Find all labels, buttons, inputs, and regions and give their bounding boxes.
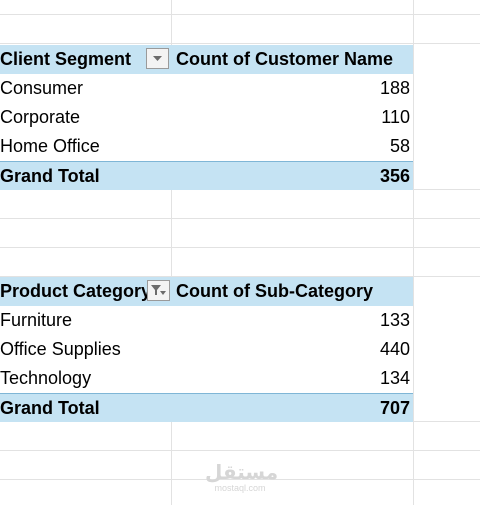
value-cell[interactable]: 188 xyxy=(379,78,410,98)
value-field-header[interactable]: Count of Customer Name xyxy=(176,49,394,69)
row-gridline xyxy=(0,450,480,451)
column-gridline xyxy=(171,0,172,505)
pivot-header-row: Product Category Count of Sub-Category xyxy=(0,277,413,306)
grand-total-row[interactable]: Grand Total 356 xyxy=(0,161,413,190)
row-label-header[interactable]: Client Segment xyxy=(0,49,132,69)
pivot-data-row[interactable]: Corporate 110 xyxy=(0,103,413,132)
row-label-header[interactable]: Product Category xyxy=(0,281,148,301)
pivot-data-row[interactable]: Home Office 58 xyxy=(0,132,413,161)
row-gridline xyxy=(0,247,480,248)
row-gridline xyxy=(0,276,480,277)
watermark-arabic-text: مستقل xyxy=(205,462,279,484)
row-label-filter-button[interactable] xyxy=(147,280,170,301)
pivot-data-row[interactable]: Office Supplies 440 xyxy=(0,335,413,364)
watermark-logo: مستقل mostaql.com xyxy=(205,462,279,493)
column-gridline xyxy=(413,0,414,505)
row-label-cell[interactable]: Consumer xyxy=(0,78,84,98)
grand-total-row[interactable]: Grand Total 707 xyxy=(0,393,413,422)
watermark-latin-text: mostaql.com xyxy=(214,483,266,493)
filter-applied-icon xyxy=(151,285,166,295)
row-label-cell[interactable]: Furniture xyxy=(0,310,73,330)
value-cell[interactable]: 133 xyxy=(379,310,410,330)
pivot-data-row[interactable]: Technology 134 xyxy=(0,364,413,393)
pivot-table-product-category[interactable]: Product Category Count of Sub-Category F… xyxy=(0,277,413,422)
row-gridline xyxy=(0,479,480,480)
pivot-data-row[interactable]: Consumer 188 xyxy=(0,74,413,103)
grand-total-value[interactable]: 707 xyxy=(379,398,410,418)
row-label-cell[interactable]: Technology xyxy=(0,368,92,388)
value-cell[interactable]: 58 xyxy=(389,136,410,156)
row-gridline xyxy=(0,14,480,15)
value-cell[interactable]: 134 xyxy=(379,368,410,388)
grand-total-label[interactable]: Grand Total xyxy=(0,166,100,186)
row-label-cell[interactable]: Office Supplies xyxy=(0,339,121,359)
value-cell[interactable]: 110 xyxy=(381,107,410,127)
value-cell[interactable]: 440 xyxy=(379,339,410,359)
value-field-header[interactable]: Count of Sub-Category xyxy=(176,281,373,301)
pivot-data-row[interactable]: Furniture 133 xyxy=(0,306,413,335)
grand-total-value[interactable]: 356 xyxy=(379,166,410,186)
row-gridline xyxy=(0,218,480,219)
row-label-filter-button[interactable] xyxy=(146,48,169,69)
row-label-cell[interactable]: Corporate xyxy=(0,107,81,127)
pivot-header-row: Client Segment Count of Customer Name xyxy=(0,45,413,74)
pivot-table-client-segment[interactable]: Client Segment Count of Customer Name Co… xyxy=(0,45,413,190)
grand-total-label[interactable]: Grand Total xyxy=(0,398,100,418)
dropdown-arrow-icon xyxy=(153,56,162,61)
row-label-cell[interactable]: Home Office xyxy=(0,136,100,156)
row-gridline xyxy=(0,43,480,44)
